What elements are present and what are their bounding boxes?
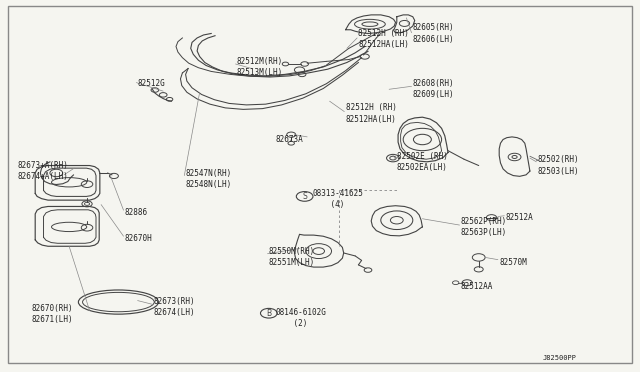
Text: 82608(RH)
82609(LH): 82608(RH) 82609(LH) [413,79,454,99]
Text: 82673(RH)
82674(LH): 82673(RH) 82674(LH) [154,297,195,317]
Text: 82512M(RH)
82513M(LH): 82512M(RH) 82513M(LH) [237,57,283,77]
Text: 82562P(RH)
82563P(LH): 82562P(RH) 82563P(LH) [461,217,507,237]
Text: S: S [302,192,307,201]
Text: 82673A: 82673A [275,135,303,144]
Text: 82512G: 82512G [138,79,165,88]
Text: J82500PP: J82500PP [543,355,577,361]
Text: 08146-6102G
    (2): 08146-6102G (2) [275,308,326,328]
Text: 82605(RH)
82606(LH): 82605(RH) 82606(LH) [413,23,454,44]
Text: B: B [266,309,271,318]
Text: 82570M: 82570M [499,258,527,267]
Text: 82512H (RH)
82512HA(LH): 82512H (RH) 82512HA(LH) [346,103,396,124]
Text: 82886: 82886 [125,208,148,217]
Text: 82547N(RH)
82548N(LH): 82547N(RH) 82548N(LH) [186,169,232,189]
Text: 82512A: 82512A [506,213,533,222]
Text: 82670H: 82670H [125,234,152,243]
Text: 82512AA: 82512AA [461,282,493,291]
Text: 82670(RH)
82671(LH): 82670(RH) 82671(LH) [32,304,74,324]
Text: 82502E (RH)
82502EA(LH): 82502E (RH) 82502EA(LH) [397,152,447,172]
Text: 08313-41625
    (4): 08313-41625 (4) [312,189,363,209]
Text: 82512H (RH)
82512HA(LH): 82512H (RH) 82512HA(LH) [358,29,409,49]
Text: 82502(RH)
82503(LH): 82502(RH) 82503(LH) [538,155,579,176]
Text: 82550M(RH)
82551M(LH): 82550M(RH) 82551M(LH) [269,247,315,267]
Text: 82673+A(RH)
82674+A(LH): 82673+A(RH) 82674+A(LH) [18,161,68,181]
